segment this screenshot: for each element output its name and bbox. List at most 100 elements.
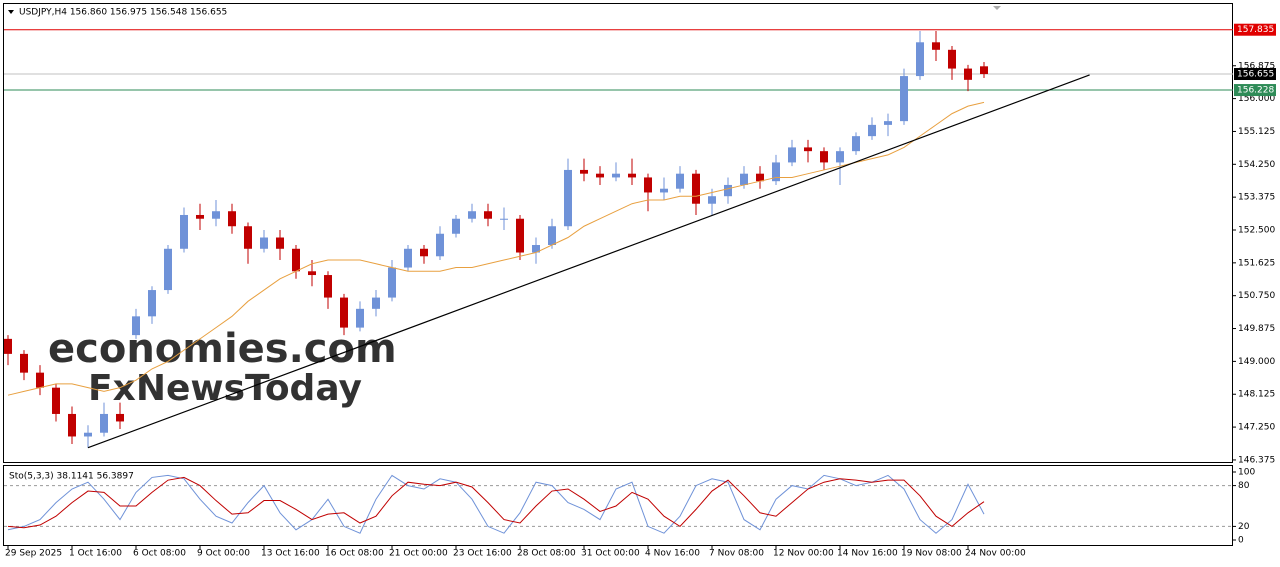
x-tick-label: 31 Oct 00:00 [581,549,640,559]
candle-body [724,184,732,197]
x-tick-label: 6 Oct 08:00 [133,549,186,559]
candle-body [500,218,508,220]
x-tick-label: 1 Oct 16:00 [69,549,122,559]
price-label: 156.228 [1237,86,1274,96]
y-tick-label: 146.375 [1238,455,1275,465]
candle-body [148,290,156,317]
candle-body [132,316,140,336]
stoch-line [7,474,985,534]
y-tick-label: 0 [1238,536,1244,546]
price-label: 157.835 [1237,25,1274,35]
candle-body [228,211,236,227]
candle-body [388,267,396,298]
moving-average [7,101,985,396]
y-tick-label: 156.875 [1238,61,1275,71]
candle-body [980,66,988,75]
candle-body [772,162,780,182]
candle-body [868,124,876,137]
candle-body [436,233,444,257]
candle-body [548,226,556,246]
x-tick-label: 29 Sep 2025 [5,549,62,559]
x-tick-label: 21 Oct 00:00 [389,549,448,559]
y-tick-label: 149.875 [1238,324,1275,334]
candle-body [356,308,364,328]
candle-body [532,245,540,253]
candle-body [644,177,652,193]
candle-body [52,387,60,414]
candle-body [740,173,748,185]
candle-body [100,413,108,433]
candle-body [372,297,380,309]
x-tick-label: 28 Oct 08:00 [517,549,576,559]
candle-body [4,338,12,354]
candle-body [276,237,284,249]
x-tick-label: 24 Nov 00:00 [965,549,1026,559]
candle-body [628,173,636,178]
y-tick-label: 147.250 [1238,423,1275,433]
menu-arrow[interactable] [8,10,14,14]
x-tick-label: 13 Oct 16:00 [261,549,320,559]
stoch-title: Sto(5,3,3) 38.1141 56.3897 [9,472,134,482]
candle-body [932,42,940,50]
candle-body [452,218,460,234]
candle-body [68,413,76,437]
price-label-bg [1234,23,1276,36]
candle-body [36,372,44,388]
price-label-bg [1234,84,1276,97]
x-tick-label: 4 Nov 16:00 [645,549,700,559]
y-tick-label: 148.125 [1238,390,1275,400]
watermark: economies.com [48,326,397,372]
candle-body [820,151,828,163]
y-tick-label: 152.500 [1238,225,1275,235]
y-tick-label: 153.375 [1238,193,1275,203]
candle-body [468,211,476,219]
candle-body [708,196,716,204]
y-tick-label: 80 [1238,481,1250,491]
price-label-bg [1234,68,1276,81]
candle-body [884,121,892,125]
candle-body [916,42,924,77]
candle-body [420,248,428,257]
x-tick-label: 7 Nov 08:00 [709,549,764,559]
y-tick-label: 154.250 [1238,160,1275,170]
candle-body [340,297,348,328]
x-tick-label: 14 Nov 16:00 [837,549,898,559]
candle-body [484,211,492,219]
candle-body [676,173,684,189]
candle-body [164,248,172,291]
candle-body [900,76,908,122]
candle-body [84,432,92,437]
candle-body [180,214,188,249]
candle-body [196,214,204,219]
candle-body [260,237,268,249]
x-tick-label: 23 Oct 16:00 [453,549,512,559]
candle-body [116,413,124,422]
candle-body [292,248,300,272]
candle-body [836,151,844,163]
y-tick-label: 100 [1238,468,1255,478]
main-panel [3,3,1233,463]
y-tick-label: 155.125 [1238,127,1275,137]
chart-title: USDJPY,H4 156.860 156.975 156.548 156.65… [19,8,227,18]
y-tick-label: 156.000 [1238,94,1275,104]
x-tick-label: 19 Nov 08:00 [901,549,962,559]
x-tick-label: 9 Oct 00:00 [197,549,250,559]
candle-body [596,173,604,178]
candle-body [244,226,252,249]
stoch-panel [3,465,1233,546]
candle-body [212,211,220,219]
candle-body [948,49,956,69]
stoch-line [7,476,985,529]
candle-body [404,248,412,268]
candle-body [580,169,588,174]
candle-body [692,173,700,204]
y-tick-label: 150.750 [1238,291,1275,301]
candle-body [756,173,764,182]
candle-body [516,218,524,253]
y-tick-label: 149.000 [1238,357,1275,367]
candle-body [20,353,28,373]
candle-body [964,68,972,80]
candle-body [788,147,796,163]
candle-body [324,275,332,298]
x-tick-label: 16 Oct 08:00 [325,549,384,559]
